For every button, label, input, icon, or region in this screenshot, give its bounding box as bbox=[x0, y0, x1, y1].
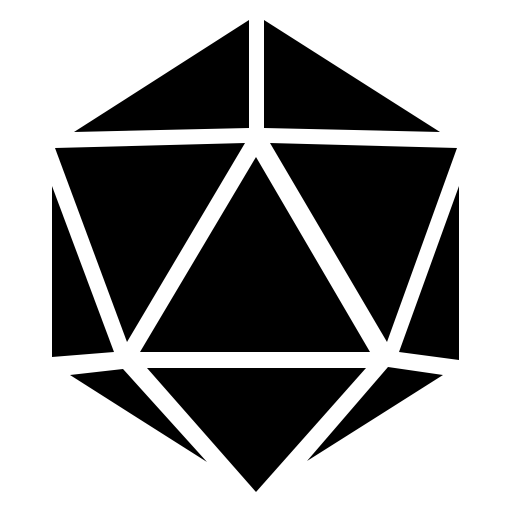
facet-bottom bbox=[147, 368, 366, 492]
facet-left-side bbox=[52, 186, 114, 357]
facet-upper-right bbox=[270, 143, 457, 342]
facet-upper-left bbox=[55, 143, 245, 342]
facet-center bbox=[140, 157, 370, 352]
facet-right-side bbox=[399, 186, 459, 360]
facet-top-right bbox=[264, 20, 440, 132]
facet-top-left bbox=[74, 20, 249, 132]
facet-lower-left bbox=[70, 369, 207, 462]
facet-lower-right bbox=[307, 367, 443, 461]
